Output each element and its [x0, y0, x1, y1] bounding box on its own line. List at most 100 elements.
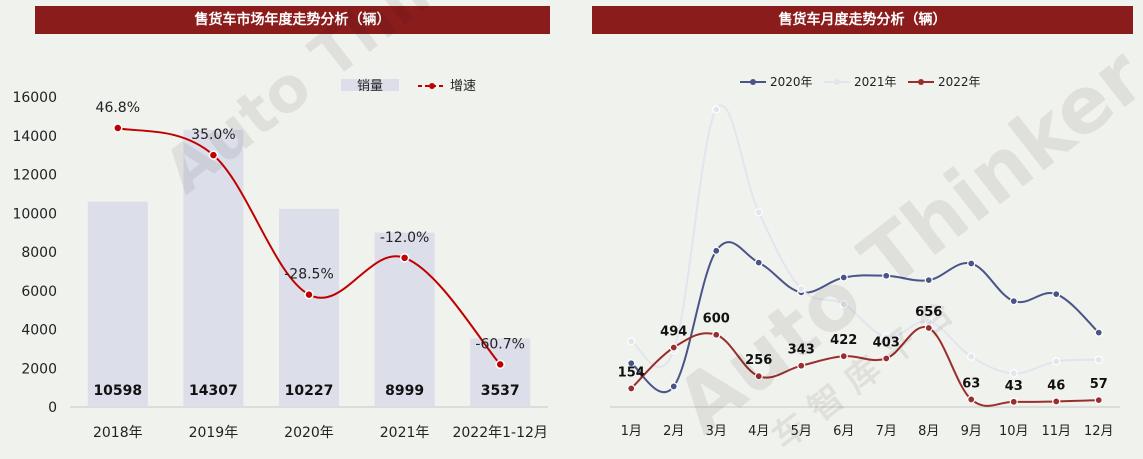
- x-tick-label: 10月: [999, 424, 1029, 439]
- series-point: [1052, 290, 1061, 299]
- x-tick-label: 12月: [1084, 424, 1114, 439]
- series-point: [669, 343, 678, 352]
- series-point: [882, 271, 891, 280]
- series-point: [1009, 397, 1018, 406]
- series-point: [797, 284, 806, 293]
- x-tick-label: 2020年: [284, 425, 334, 441]
- series-line-2022年: [630, 325, 1099, 407]
- sales-bar: [279, 208, 339, 407]
- data-label: 154: [618, 365, 645, 380]
- data-label: 46: [1047, 378, 1065, 393]
- legend-label: 2020年: [770, 75, 813, 89]
- series-point: [839, 273, 848, 282]
- legend-marker-growth: [429, 83, 435, 89]
- sales-bar: [183, 129, 244, 407]
- series-point: [627, 384, 636, 393]
- legend-marker: [918, 79, 924, 85]
- series-point: [754, 258, 763, 267]
- series-point: [967, 259, 976, 268]
- annual-chart: 0 2000 4000 6000 8000 10000 12000 14000 16000 105…: [12, 79, 548, 441]
- annual-chart-title: 售货车市场年度走势分析（辆）: [35, 6, 550, 34]
- series-point: [967, 395, 976, 404]
- series-point: [1009, 369, 1018, 378]
- y-tick-label: 6000: [21, 284, 57, 300]
- bar-value-label: 14307: [189, 383, 238, 399]
- growth-label: 35.0%: [191, 127, 235, 143]
- series-point: [627, 359, 636, 368]
- series-point: [967, 352, 976, 361]
- x-tick-label: 7月: [876, 424, 897, 439]
- y-tick-label: 12000: [12, 168, 57, 184]
- series-point: [839, 352, 848, 361]
- monthly-chart-title: 售货车月度走势分析（辆）: [592, 6, 1133, 34]
- bar-value-label: 10227: [285, 383, 334, 399]
- x-tick-label: 5月: [791, 424, 812, 439]
- series-point: [627, 337, 636, 346]
- series-point: [797, 361, 806, 370]
- series-point: [1094, 396, 1103, 405]
- x-tick-label: 2022年1-12月: [452, 425, 547, 441]
- bar-value-label: 8999: [385, 383, 424, 399]
- legend-marker: [750, 79, 756, 85]
- bar-value-label: 3537: [481, 383, 520, 399]
- series-point: [1052, 357, 1061, 366]
- series-point: [712, 105, 721, 114]
- series-point: [754, 208, 763, 217]
- series-point: [712, 246, 721, 255]
- legend-label-sales: 销量: [357, 79, 383, 94]
- series-point: [669, 382, 678, 391]
- series-point: [712, 330, 721, 339]
- growth-label: -28.5%: [284, 267, 334, 283]
- series-point: [1009, 297, 1018, 306]
- data-label: 57: [1090, 377, 1108, 392]
- series-point: [1094, 328, 1103, 337]
- data-label: 63: [962, 376, 980, 391]
- y-tick-label: 2000: [21, 361, 57, 377]
- x-tick-label: 2月: [663, 424, 684, 439]
- x-tick-label: 6月: [833, 424, 854, 439]
- legend-label-growth: 增速: [450, 79, 476, 94]
- series-point: [882, 332, 891, 342]
- series-point: [839, 300, 848, 309]
- x-tick-label: 3月: [706, 424, 727, 439]
- x-tick-label: 2021年: [380, 425, 430, 441]
- growth-label: -60.7%: [475, 336, 525, 352]
- legend-swatch-sales: [341, 79, 399, 91]
- data-label: 43: [1005, 379, 1023, 394]
- series-point: [924, 276, 933, 285]
- growth-point: [304, 289, 314, 300]
- sales-bar: [87, 201, 148, 407]
- monthly-chart-panel: 售货车月度走势分析（辆） 1月 2月 3月 4月 5月 6月 7月 8月 9月 10月 11月 12月…: [580, 0, 1143, 451]
- growth-point: [208, 150, 219, 160]
- series-line-2020年: [630, 241, 1100, 394]
- data-label: 343: [788, 343, 815, 358]
- series-point: [924, 323, 933, 333]
- series-point: [1094, 355, 1103, 364]
- series-point: [754, 372, 763, 381]
- monthly-chart: 1月 2月 3月 4月 5月 6月 7月 8月 9月 10月 11月 12月 154 494 600 256 3…: [610, 75, 1120, 439]
- legend-marker: [834, 79, 840, 85]
- y-tick-label: 0: [48, 400, 57, 416]
- x-tick-label: 9月: [961, 424, 982, 439]
- growth-point: [399, 253, 410, 263]
- x-tick-label: 1月: [621, 424, 642, 439]
- legend-label: 2022年: [938, 75, 981, 89]
- data-label: 403: [873, 335, 900, 350]
- x-tick-label: 2019年: [189, 425, 239, 441]
- y-tick-label: 4000: [21, 323, 57, 339]
- y-tick-label: 10000: [12, 206, 57, 222]
- growth-label: 46.8%: [96, 100, 140, 116]
- x-tick-label: 4月: [748, 424, 769, 439]
- annual-chart-panel: 售货车市场年度走势分析（辆） 0 2000 4000 6000 8000 10000 120…: [0, 0, 560, 451]
- series-point: [1052, 397, 1061, 406]
- legend-label: 2021年: [854, 75, 897, 89]
- data-label: 656: [915, 305, 942, 320]
- growth-point: [113, 123, 123, 133]
- data-label: 494: [660, 325, 687, 340]
- x-tick-label: 11月: [1041, 424, 1071, 439]
- data-label: 600: [703, 312, 730, 327]
- bar-value-label: 10598: [93, 383, 142, 399]
- x-tick-label: 2018年: [93, 425, 143, 441]
- growth-point: [495, 359, 505, 370]
- y-tick-label: 14000: [12, 129, 57, 145]
